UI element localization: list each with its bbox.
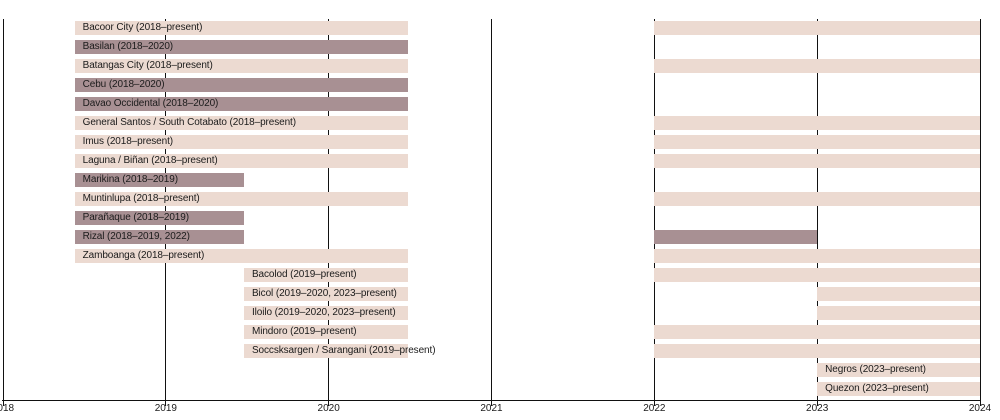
timeline-bar bbox=[817, 363, 980, 377]
timeline-bar bbox=[74, 59, 409, 73]
timeline-bar bbox=[654, 344, 980, 358]
timeline-row-label: Negros (2023–present) bbox=[825, 364, 926, 375]
timeline-bar bbox=[654, 192, 980, 206]
timeline-bar bbox=[654, 116, 980, 130]
timeline-row-label: Muntinlupa (2018–present) bbox=[82, 193, 200, 204]
timeline-row-label: Soccsksargen / Sarangani (2019–present) bbox=[251, 345, 436, 356]
timeline-row-label: Laguna / Biñan (2018–present) bbox=[82, 155, 218, 166]
timeline-row-label: Parañaque (2018–2019) bbox=[82, 212, 189, 223]
timeline-bar bbox=[74, 230, 244, 244]
timeline-bar bbox=[74, 116, 409, 130]
timeline-bar bbox=[243, 344, 409, 358]
x-axis-line bbox=[2, 400, 981, 401]
x-tick-label: 2019 bbox=[154, 403, 177, 414]
timeline-bar bbox=[654, 268, 980, 282]
gridline-2018 bbox=[2, 19, 4, 406]
timeline-bar bbox=[74, 21, 409, 35]
timeline-row-label: Zamboanga (2018–present) bbox=[82, 250, 205, 261]
timeline-row-label: Bacolod (2019–present) bbox=[251, 269, 357, 280]
x-tick-label: 2020 bbox=[317, 403, 340, 414]
gridline-2020 bbox=[328, 19, 330, 406]
timeline-row-label: Marikina (2018–2019) bbox=[82, 174, 178, 185]
timeline-bar bbox=[654, 325, 980, 339]
timeline-bar bbox=[74, 249, 409, 263]
timeline-row-label: Davao Occidental (2018–2020) bbox=[82, 98, 219, 109]
timeline-row-label: General Santos / South Cotabato (2018–pr… bbox=[82, 117, 296, 128]
timeline-bar bbox=[654, 230, 818, 244]
timeline-bar bbox=[654, 135, 980, 149]
timeline-bar bbox=[74, 192, 409, 206]
timeline-bar bbox=[74, 173, 244, 187]
x-tick-label: 2021 bbox=[480, 403, 503, 414]
timeline-row-label: Imus (2018–present) bbox=[82, 136, 174, 147]
timeline-bar bbox=[74, 135, 409, 149]
timeline-bar bbox=[817, 306, 980, 320]
timeline-bar bbox=[243, 306, 409, 320]
timeline-row-label: Batangas City (2018–present) bbox=[82, 60, 213, 71]
timeline-bar bbox=[243, 287, 409, 301]
timeline-bar bbox=[817, 382, 980, 396]
gridline-2022 bbox=[653, 19, 655, 406]
timeline-row-label: Iloilo (2019–2020, 2023–present) bbox=[251, 307, 396, 318]
x-tick-label: 2018 bbox=[0, 403, 15, 414]
gridline-2024 bbox=[979, 19, 981, 406]
timeline-bar bbox=[654, 249, 980, 263]
timeline-bar bbox=[817, 287, 980, 301]
x-tick-label: 2022 bbox=[643, 403, 666, 414]
timeline-row-label: Quezon (2023–present) bbox=[825, 383, 929, 394]
timeline-bar bbox=[243, 268, 409, 282]
timeline-bar bbox=[74, 154, 409, 168]
gridline-2023 bbox=[816, 19, 818, 406]
timeline-row-label: Rizal (2018–2019, 2022) bbox=[82, 231, 190, 242]
timeline-bar bbox=[243, 325, 409, 339]
timeline-bar bbox=[654, 59, 980, 73]
timeline-bar bbox=[654, 154, 980, 168]
x-tick-label: 2023 bbox=[806, 403, 829, 414]
timeline-bar bbox=[74, 78, 409, 92]
x-tick-label: 2024 bbox=[968, 403, 992, 414]
timeline-row-label: Basilan (2018–2020) bbox=[82, 41, 174, 52]
timeline-row-label: Mindoro (2019–present) bbox=[251, 326, 357, 337]
timeline-row-label: Bicol (2019–2020, 2023–present) bbox=[251, 288, 397, 299]
timeline-row-label: Cebu (2018–2020) bbox=[82, 79, 165, 90]
timeline-bar bbox=[654, 21, 980, 35]
gridline-2021 bbox=[491, 19, 492, 406]
timeline-bar bbox=[74, 97, 409, 111]
timeline-row-label: Bacoor City (2018–present) bbox=[82, 22, 203, 33]
timeline-bar bbox=[74, 211, 244, 225]
timeline-bar bbox=[74, 40, 409, 54]
